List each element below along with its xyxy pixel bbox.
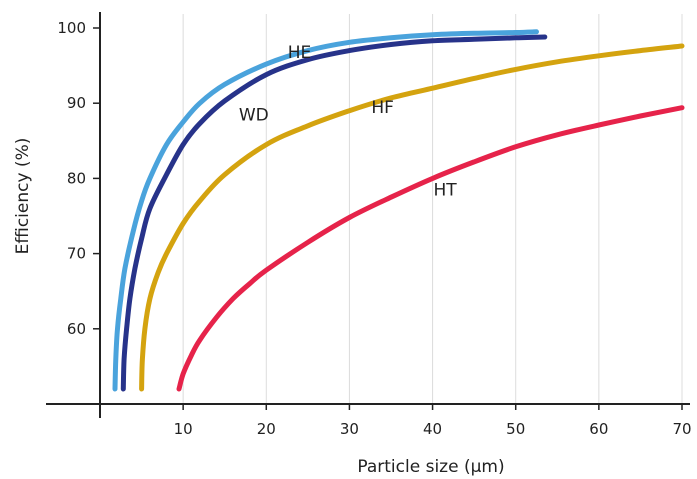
x-axis-title: Particle size (µm) <box>357 457 504 477</box>
y-tick-label: 100 <box>57 19 86 37</box>
ticks: 10 20 30 40 50 60 70 60 70 80 90 100 <box>57 19 691 438</box>
x-tick-label: 60 <box>589 420 608 438</box>
y-tick-label: 90 <box>67 94 86 112</box>
x-tick-label: 40 <box>423 420 442 438</box>
series-labels: HE WD HF HT <box>239 43 457 201</box>
series-line-ht <box>176 105 685 392</box>
series-line-wd <box>120 34 548 392</box>
series-label-ht: HT <box>433 181 457 201</box>
series-label-wd: WD <box>239 105 269 125</box>
y-tick-label: 80 <box>67 169 86 187</box>
x-tick-label: 20 <box>257 420 276 438</box>
y-axis-title: Efficiency (%) <box>13 138 33 255</box>
curves <box>112 29 685 392</box>
x-tick-label: 30 <box>340 420 359 438</box>
series-line-he <box>112 29 539 392</box>
y-tick-label: 70 <box>67 245 86 263</box>
series-line-hf <box>139 43 685 392</box>
series-label-he: HE <box>288 43 312 63</box>
y-tick-label: 60 <box>67 320 86 338</box>
x-tick-label: 70 <box>672 420 691 438</box>
x-tick-label: 50 <box>506 420 525 438</box>
series-label-hf: HF <box>371 98 394 118</box>
grid <box>182 14 683 404</box>
x-tick-label: 10 <box>174 420 193 438</box>
